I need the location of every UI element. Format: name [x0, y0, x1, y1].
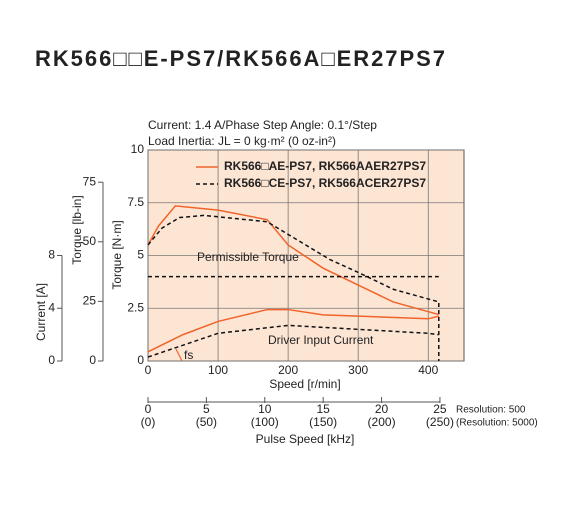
annotation-pointer: [175, 348, 183, 362]
x3-tick-label: (250): [426, 415, 454, 429]
x-tick-label: 400: [418, 363, 438, 377]
annotation: Driver Input Current: [268, 333, 374, 347]
x2-tick-label: 15: [316, 402, 330, 416]
y-tick-label: 7.5: [127, 195, 144, 209]
x2-tick-label: 10: [258, 402, 272, 416]
y-tick-label: 2.5: [127, 300, 144, 314]
resolution-note: (Resolution: 5000): [456, 418, 538, 429]
subtitle: Load Inertia: JL = 0 kg·m² (0 oz-in²): [148, 134, 336, 148]
series-line: [147, 214, 440, 361]
chart-title: RK566□□E-PS7/RK566A□ER27PS7: [35, 46, 445, 71]
x-tick-label: 0: [145, 363, 152, 377]
x-axis-label: Speed [r/min]: [269, 377, 340, 391]
x-tick-label: 100: [208, 363, 228, 377]
x3-tick-label: (0): [141, 415, 156, 429]
x3-tick-label: (100): [251, 415, 279, 429]
y-axis-label: Torque [N·m]: [110, 220, 124, 289]
y-tick-label: 0: [48, 353, 55, 367]
y-tick-label: 50: [83, 234, 97, 248]
y-tick-label: 10: [131, 142, 145, 156]
x3-tick-label: (50): [196, 415, 217, 429]
y-tick-label: 0: [89, 353, 96, 367]
series-line: [147, 308, 439, 353]
x3-tick-label: (150): [309, 415, 337, 429]
y-tick-label: 0: [137, 353, 144, 367]
legend-label: RK566□AE-PS7, RK566AAER27PS7: [224, 159, 426, 173]
resolution-note: Resolution: 500: [456, 405, 526, 416]
series-line: [147, 205, 439, 316]
x2-tick-label: 25: [433, 402, 447, 416]
subtitle: Current: 1.4 A/Phase Step Angle: 0.1°/St…: [148, 118, 377, 132]
y-tick-label: 25: [83, 294, 97, 308]
y-axis-label: Torque [lb-in]: [70, 195, 84, 264]
x2-axis-label: Pulse Speed [kHz]: [256, 432, 355, 446]
legend-label: RK566□CE-PS7, RK566ACER27PS7: [224, 176, 426, 190]
y-tick-label: 8: [48, 248, 55, 262]
y-tick-label: 4: [48, 300, 55, 314]
x-tick-label: 200: [278, 363, 298, 377]
y-axis-label: Current [A]: [34, 283, 48, 341]
y-tick-label: 5: [137, 248, 144, 262]
x2-tick-label: 20: [375, 402, 389, 416]
x3-tick-label: (200): [368, 415, 396, 429]
y-tick-label: 75: [83, 174, 97, 188]
annotation: Permissible Torque: [197, 250, 299, 264]
x-tick-label: 300: [348, 363, 368, 377]
annotation: fs: [184, 348, 193, 362]
x2-tick-label: 0: [145, 402, 152, 416]
x2-tick-label: 5: [203, 402, 210, 416]
